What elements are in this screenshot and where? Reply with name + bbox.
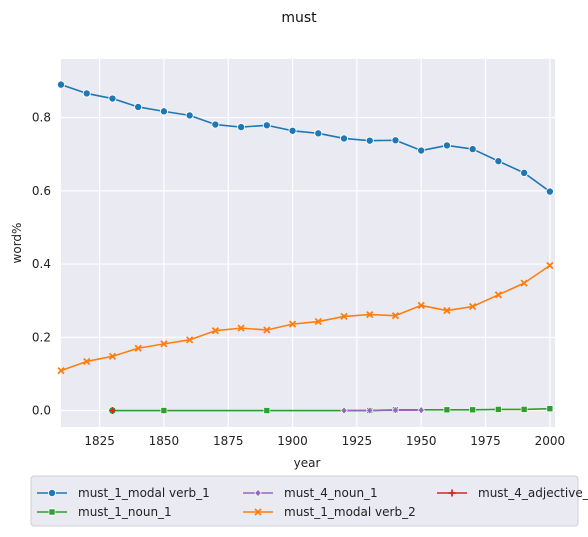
data-point (160, 340, 168, 348)
y-axis-ticks: 0.0 0.2 0.4 0.6 0.8 (32, 111, 51, 418)
data-point (314, 317, 322, 326)
legend-item: must_1_noun_1 (37, 505, 172, 519)
legend-marker (254, 508, 262, 516)
series-layer (57, 80, 554, 415)
data-point (237, 324, 245, 332)
x-axis-label: year (294, 456, 321, 470)
data-point (211, 327, 220, 335)
legend-item: must_4_noun_1 (243, 486, 378, 500)
legend-marker (48, 508, 56, 516)
y-tick-label: 0.6 (32, 184, 51, 198)
series-line (60, 264, 551, 372)
data-point (108, 407, 116, 415)
data-point (57, 366, 65, 375)
series-2 (57, 261, 554, 375)
x-tick-label: 1975 (470, 434, 501, 448)
data-point (82, 89, 91, 98)
grid-lines (61, 59, 555, 427)
series-1 (57, 80, 554, 196)
data-point (263, 326, 271, 334)
data-point (185, 111, 194, 120)
legend-label: must_4_noun_1 (284, 486, 378, 500)
legend-label: must_1_modal verb_1 (78, 486, 210, 500)
data-point (134, 102, 143, 111)
data-point (314, 129, 323, 138)
legend-marker (48, 488, 57, 497)
data-point (134, 344, 142, 352)
plot-area (61, 59, 555, 427)
series-line (60, 83, 551, 193)
data-point (520, 279, 528, 287)
data-point (494, 291, 503, 299)
legend-label: must_4_adjective_1 (478, 486, 588, 500)
legend-label: must_1_modal verb_2 (284, 505, 416, 519)
data-point (160, 407, 168, 414)
data-point (340, 406, 348, 415)
x-tick-label: 1875 (213, 434, 244, 448)
data-point (340, 134, 349, 143)
legend-marker (448, 489, 456, 497)
data-point (417, 301, 425, 310)
data-point (520, 406, 528, 413)
data-point (469, 406, 476, 414)
data-point (469, 302, 477, 311)
x-tick-label: 1925 (342, 434, 373, 448)
data-point (443, 406, 451, 414)
legend-item: must_4_adjective_1 (437, 486, 588, 500)
data-point (494, 157, 503, 166)
data-point (391, 312, 400, 320)
series-4 (108, 407, 116, 415)
x-axis-ticks: 1825 1850 1875 1900 1925 1950 1975 2000 (84, 434, 565, 448)
data-point (546, 261, 554, 270)
data-point (108, 352, 117, 360)
data-point (391, 136, 400, 145)
data-point (288, 126, 297, 135)
data-point (263, 407, 271, 414)
data-point (57, 80, 66, 89)
data-point (340, 312, 348, 321)
series-5 (340, 406, 425, 415)
legend-item: must_1_modal verb_1 (37, 486, 210, 500)
legend-item: must_1_modal verb_2 (243, 505, 416, 519)
y-tick-label: 0.8 (32, 111, 51, 125)
y-tick-label: 0.2 (32, 330, 51, 344)
x-tick-label: 1850 (149, 434, 180, 448)
legend: must_1_modal verb_1 must_1_noun_1 must_4_n… (30, 475, 588, 527)
data-point (186, 336, 194, 344)
data-point (417, 146, 426, 155)
chart-title: must (281, 10, 317, 26)
data-point (442, 141, 451, 150)
data-point (495, 406, 502, 413)
data-point (545, 187, 554, 196)
data-point (211, 120, 220, 129)
data-point (288, 320, 297, 328)
data-point (366, 310, 374, 319)
data-point (159, 107, 168, 116)
data-point (366, 406, 374, 415)
data-point (83, 357, 91, 366)
legend-label: must_1_noun_1 (78, 505, 172, 519)
data-point (391, 406, 400, 415)
y-tick-label: 0.0 (32, 404, 51, 418)
x-tick-label: 2000 (535, 434, 566, 448)
data-point (443, 306, 451, 315)
data-point (365, 136, 374, 145)
legend-frame (30, 475, 579, 527)
data-point (520, 168, 529, 177)
data-point (468, 145, 477, 154)
data-point (262, 121, 271, 130)
y-tick-label: 0.4 (32, 257, 51, 271)
data-point (237, 123, 246, 132)
y-axis-label: word% (10, 223, 24, 264)
data-point (546, 405, 554, 412)
x-tick-label: 1900 (277, 434, 308, 448)
data-point (417, 406, 425, 415)
data-point (108, 94, 117, 103)
legend-marker (254, 488, 262, 498)
x-tick-label: 1950 (406, 434, 437, 448)
x-tick-label: 1825 (84, 434, 115, 448)
